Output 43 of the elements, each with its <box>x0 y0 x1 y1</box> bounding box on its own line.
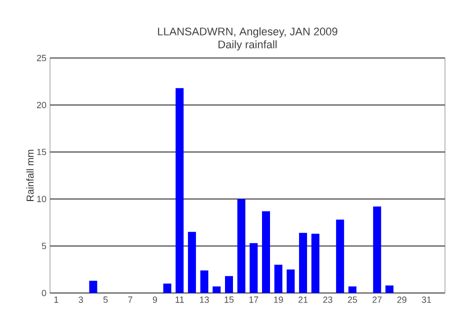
x-tick-label: 27 <box>372 296 382 303</box>
bar <box>212 286 221 293</box>
bar <box>336 220 344 293</box>
y-tick-label: 20 <box>36 102 46 108</box>
x-tick-label: 21 <box>298 296 308 303</box>
bar <box>89 280 98 293</box>
bar <box>348 286 356 293</box>
x-tick-label: 23 <box>323 296 332 303</box>
bar <box>224 276 233 293</box>
bar <box>163 284 172 293</box>
x-tick-label: 9 <box>152 296 157 303</box>
x-tick-label: 1 <box>54 296 58 303</box>
bar <box>299 232 308 293</box>
y-tick-label: 0 <box>42 290 46 296</box>
bar <box>373 206 382 293</box>
chart-subtitle: Daily rainfall <box>218 40 277 50</box>
y-tick-label: 5 <box>42 242 46 250</box>
x-tick-label: 31 <box>422 296 432 303</box>
x-tick-label: 29 <box>397 296 406 303</box>
x-tick-label: 17 <box>249 296 258 303</box>
x-tick-label: 11 <box>176 296 184 303</box>
x-tick-label: 3 <box>78 296 83 303</box>
bar <box>188 232 196 293</box>
y-tick-label: 15 <box>37 148 46 156</box>
y-tick-label: 10 <box>37 196 46 202</box>
x-tick-label: 19 <box>274 296 283 303</box>
x-tick-label: 25 <box>348 296 358 303</box>
x-tick-label: 15 <box>224 296 234 303</box>
bar <box>176 88 184 293</box>
bar <box>274 264 282 293</box>
x-tick-label: 7 <box>128 296 132 303</box>
x-tick-label: 5 <box>103 296 108 303</box>
bar <box>200 270 208 293</box>
bar <box>237 199 246 293</box>
chart-title: LLANSADWRN, Anglesey, JAN 2009 <box>158 27 338 38</box>
bar <box>286 270 295 293</box>
bar <box>311 234 320 293</box>
y-axis-title: Rainfall mm <box>26 150 34 201</box>
bar <box>385 285 394 293</box>
bar <box>250 243 258 293</box>
y-tick-label: 25 <box>36 54 46 62</box>
x-tick-label: 13 <box>200 296 209 303</box>
bar <box>262 211 270 293</box>
